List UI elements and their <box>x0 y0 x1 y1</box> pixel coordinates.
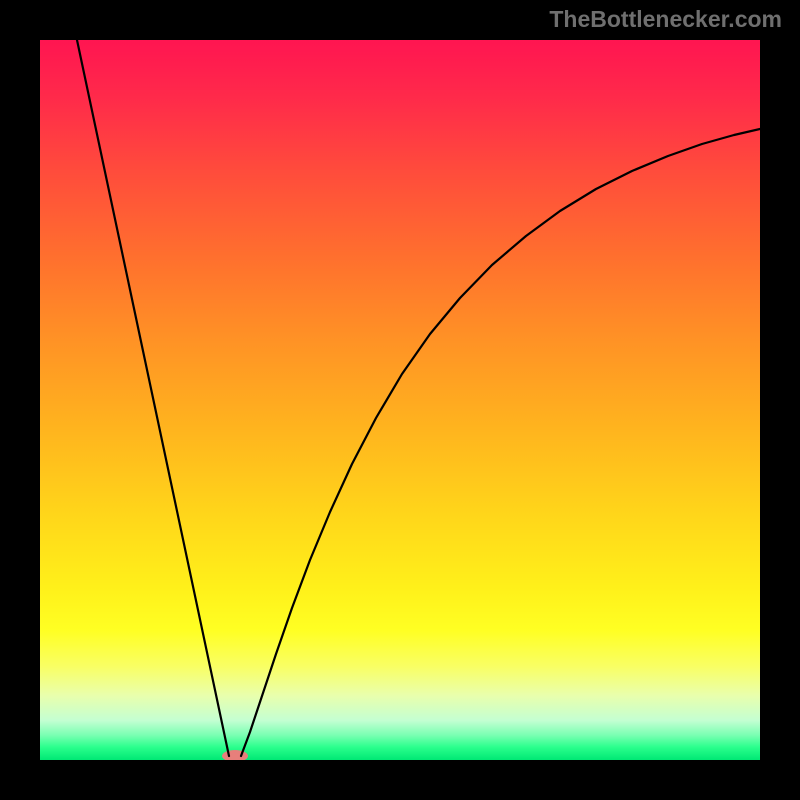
plot-area <box>40 40 760 760</box>
watermark-text: TheBottlenecker.com <box>549 6 782 33</box>
plot-svg <box>40 40 760 760</box>
figure-container: TheBottlenecker.com <box>0 0 800 800</box>
gradient-background <box>40 40 760 760</box>
